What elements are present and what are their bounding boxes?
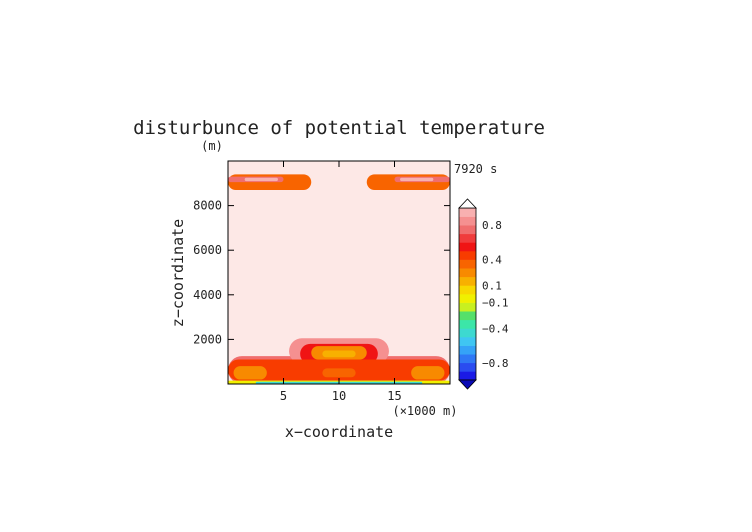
contour-region-5 xyxy=(400,177,434,182)
axes: 5 10 15 2000 4000 6000 8000 xyxy=(193,160,451,403)
colorbar-band-14 xyxy=(459,251,476,260)
colorbar-band-10 xyxy=(459,285,476,295)
colorbar-band-6 xyxy=(459,319,476,329)
contour-region-13 xyxy=(411,366,445,380)
contour-region-12 xyxy=(233,366,267,380)
colorbar-band-3 xyxy=(459,345,476,355)
colorbar-band-8 xyxy=(459,302,476,312)
y-tick-label: 8000 xyxy=(193,199,222,213)
colorbar-band-4 xyxy=(459,337,476,346)
x-tick-label: 15 xyxy=(387,389,401,403)
x-tick-label: 10 xyxy=(332,389,346,403)
colorbar-band-16 xyxy=(459,233,476,243)
colorbar-band-13 xyxy=(459,259,476,269)
colorbar-band-9 xyxy=(459,294,476,303)
contour-region-14 xyxy=(322,368,356,378)
colorbar-band-2 xyxy=(459,354,476,364)
contour-fill xyxy=(228,161,450,384)
y-unit-label: (m) xyxy=(201,139,223,153)
x-unit-label: (×1000 m) xyxy=(392,404,457,418)
colorbar-band-0 xyxy=(459,371,476,381)
chart-title: disturbunce of potential temperature xyxy=(133,117,545,139)
colorbar-label: 0.4 xyxy=(482,254,502,267)
y-axis-label: z−coordinate xyxy=(169,219,187,327)
contour-region-4 xyxy=(244,177,278,182)
plot-area xyxy=(228,161,450,384)
colorbar-band-18 xyxy=(459,216,476,226)
colorbar-band-5 xyxy=(459,328,476,338)
colorbar-max-arrow xyxy=(458,198,477,209)
colorbar-label: −0.8 xyxy=(482,357,509,370)
colorbar-band-1 xyxy=(459,362,476,372)
colorbar-label: 0.8 xyxy=(482,219,502,232)
colorbar-label: −0.4 xyxy=(482,322,509,335)
x-tick-label: 5 xyxy=(280,389,287,403)
colorbar-label: 0.1 xyxy=(482,279,502,292)
colorbar-band-17 xyxy=(459,225,476,235)
colorbar-band-12 xyxy=(459,268,476,278)
colorbar: 0.8 0.4 0.1 −0.1 −0.4 −0.8 xyxy=(458,198,509,390)
contour-region-11 xyxy=(322,350,356,358)
colorbar-label: −0.1 xyxy=(482,297,509,310)
y-tick-label: 2000 xyxy=(193,332,222,346)
colorbar-band-19 xyxy=(459,208,476,217)
colorbar-band-15 xyxy=(459,242,476,252)
colorbar-band-11 xyxy=(459,276,476,286)
colorbar-band-7 xyxy=(459,311,476,321)
colorbar-min-arrow xyxy=(458,379,477,390)
time-label: 7920 s xyxy=(454,162,497,176)
y-tick-label: 6000 xyxy=(193,243,222,257)
x-axis-label: x−coordinate xyxy=(285,423,393,441)
y-tick-label: 4000 xyxy=(193,288,222,302)
